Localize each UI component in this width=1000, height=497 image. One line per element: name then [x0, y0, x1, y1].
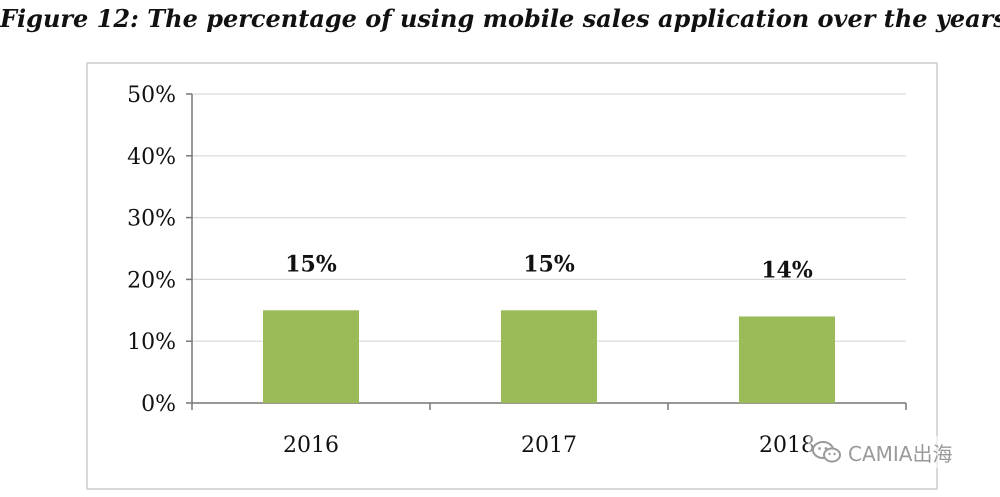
watermark: CAMIA出海 — [808, 436, 957, 468]
x-category-label: 2017 — [521, 433, 577, 458]
labels: 15% 2016 15% 2017 14% 2018 — [283, 251, 815, 458]
x-category-label: 2018 — [759, 433, 815, 458]
chart-frame — [86, 62, 938, 490]
watermark-text: CAMIA出海 — [848, 441, 953, 466]
data-label-2018: 14% — [761, 257, 813, 283]
wechat-icon — [812, 441, 841, 463]
gridlines — [192, 93, 906, 342]
bar-2016 — [263, 310, 359, 403]
y-tick-label: 20% — [127, 268, 176, 293]
data-label-2016: 15% — [285, 251, 337, 277]
y-tick-label: 40% — [127, 145, 176, 170]
bar-2017 — [501, 310, 597, 403]
y-tick-label: 30% — [127, 207, 176, 232]
figure-title: Figure 12: The percentage of using mobil… — [0, 4, 1000, 33]
x-category-label: 2016 — [283, 433, 339, 458]
bars — [263, 310, 835, 403]
bar-2018 — [739, 316, 835, 403]
y-tick-label: 50% — [127, 83, 176, 108]
y-tick-label: 10% — [127, 330, 176, 355]
data-label-2017: 15% — [523, 251, 575, 277]
y-tick-label: 0% — [141, 392, 176, 417]
